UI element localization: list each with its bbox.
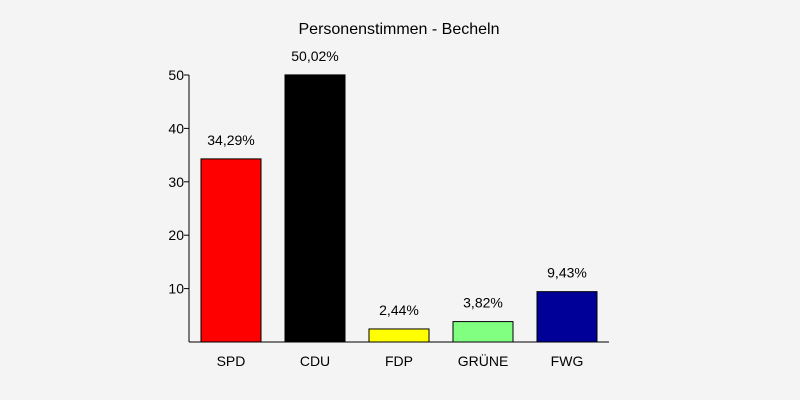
bars [200, 74, 598, 343]
x-tick-label: CDU [300, 353, 330, 369]
y-tick-label: 20 [168, 227, 184, 243]
data-label: 50,02% [291, 48, 338, 64]
data-label: 9,43% [547, 265, 587, 281]
chart-title: Personenstimmen - Becheln [299, 21, 500, 38]
bar-spd [200, 158, 262, 343]
bar-grüne [452, 321, 514, 343]
labels: 34,29% SPD 50,02% CDU 2,44% FDP 3,82% GRÜNE 9,43… [207, 48, 587, 369]
data-label: 3,82% [463, 295, 503, 311]
x-tick-label: FWG [551, 353, 584, 369]
bar-fwg [536, 291, 598, 343]
y-tick-label: 10 [168, 281, 184, 297]
y-tick-label: 30 [168, 174, 184, 190]
x-tick-label: FDP [385, 353, 413, 369]
data-label: 34,29% [207, 132, 254, 148]
y-tick-label: 50 [168, 67, 184, 83]
y-tick-label: 40 [168, 120, 184, 136]
x-tick-label: GRÜNE [458, 352, 509, 369]
data-label: 2,44% [379, 302, 419, 318]
x-tick-label: SPD [217, 353, 246, 369]
bar-fdp [368, 328, 430, 343]
bar-cdu [284, 74, 346, 343]
